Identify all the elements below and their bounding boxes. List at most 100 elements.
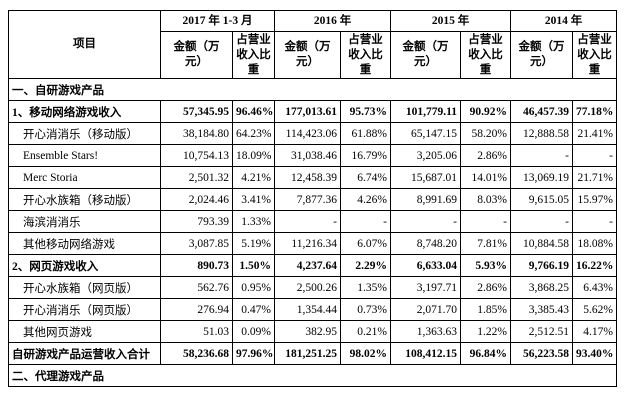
share-cell: 4.21% <box>232 166 275 189</box>
share-cell: 77.18% <box>572 100 617 123</box>
share-cell: 2.86% <box>460 276 511 299</box>
share-cell: 5.93% <box>460 254 511 277</box>
share-cell: 7.81% <box>460 232 511 255</box>
share-cell: 16.79% <box>340 144 391 167</box>
revenue-table: 项目 2017 年 1-3 月 2016 年 2015 年 2014 年金额（万元） 占营… <box>8 10 617 387</box>
share-cell: 18.09% <box>232 144 275 167</box>
share-cell: 4.26% <box>340 188 391 211</box>
amount-cell: 10,884.58 <box>510 232 573 255</box>
share-cell: 18.08% <box>572 232 617 255</box>
table-body: 一、自研游戏产品 1、移动网络游戏收入 57,345.95 96.46% 177,013… <box>8 78 617 387</box>
amount-cell: 15,687.01 <box>390 166 461 189</box>
share-cell: 0.95% <box>232 276 275 299</box>
share-cell: 4.17% <box>572 320 617 343</box>
amount-cell: 65,147.15 <box>390 122 461 145</box>
amount-header-text: 金额（万元） <box>173 41 220 68</box>
amount-cell: 12,888.58 <box>510 122 573 145</box>
share-cell: 2.29% <box>340 254 391 277</box>
amount-cell: 181,251.25 <box>274 342 341 365</box>
amount-cell: 101,779.11 <box>390 100 461 123</box>
data-row: 开心水族箱（移动版） 2,024.46 3.41% 7,877.36 4.26% 8,99… <box>8 188 617 211</box>
share-cell: - <box>340 210 391 233</box>
share-cell: 5.19% <box>232 232 275 255</box>
amount-cell: 3,868.25 <box>510 276 573 299</box>
share-cell: 64.23% <box>232 122 275 145</box>
share-header: 占营业收入比重 <box>460 31 511 79</box>
amount-cell: 3,205.06 <box>390 144 461 167</box>
amount-cell: 2,500.26 <box>274 276 341 299</box>
row-label: 开心消消乐（移动版） <box>8 122 161 145</box>
share-cell: 93.40% <box>572 342 617 365</box>
share-cell: - <box>460 210 511 233</box>
amount-cell: - <box>510 210 573 233</box>
share-header: 占营业收入比重 <box>340 31 391 79</box>
amount-header: 金额（万元） <box>274 31 341 79</box>
share-cell: 0.73% <box>340 298 391 321</box>
row-label: 开心水族箱（移动版） <box>8 188 161 211</box>
amount-cell: 177,013.61 <box>274 100 341 123</box>
amount-cell: 11,216.34 <box>274 232 341 255</box>
period-header: 2016 年 <box>274 10 391 32</box>
amount-cell: - <box>510 144 573 167</box>
amount-cell: 7,877.36 <box>274 188 341 211</box>
section-title: 一、自研游戏产品 <box>8 78 617 101</box>
amount-cell: 12,458.39 <box>274 166 341 189</box>
data-row: 2、网页游戏收入 890.73 1.50% 4,237.64 2.29% 6,633.04… <box>8 254 617 277</box>
share-cell: 0.47% <box>232 298 275 321</box>
share-cell: 0.09% <box>232 320 275 343</box>
amount-header-text: 金额（万元） <box>402 41 449 68</box>
period-header: 2015 年 <box>390 10 511 32</box>
amount-cell: 3,385.43 <box>510 298 573 321</box>
share-cell: 61.88% <box>340 122 391 145</box>
section-row: 二、代理游戏产品 <box>8 364 617 387</box>
amount-header: 金额（万元） <box>160 31 233 79</box>
share-cell: - <box>572 210 617 233</box>
share-cell: 0.21% <box>340 320 391 343</box>
row-label: 其他网页游戏 <box>8 320 161 343</box>
amount-cell: 9,615.05 <box>510 188 573 211</box>
amount-cell: 8,748.20 <box>390 232 461 255</box>
share-cell: 96.46% <box>232 100 275 123</box>
data-row: 开心消消乐（网页版） 276.94 0.47% 1,354.44 0.73% 2,071.… <box>8 298 617 321</box>
share-header: 占营业收入比重 <box>572 31 617 79</box>
share-header: 占营业收入比重 <box>232 31 275 79</box>
share-cell: 1.35% <box>340 276 391 299</box>
share-cell: 95.73% <box>340 100 391 123</box>
share-cell: 6.74% <box>340 166 391 189</box>
share-cell: 96.84% <box>460 342 511 365</box>
amount-cell: 56,223.58 <box>510 342 573 365</box>
amount-cell: 1,354.44 <box>274 298 341 321</box>
share-cell: 14.01% <box>460 166 511 189</box>
row-label: Ensemble Stars! <box>8 144 161 167</box>
row-label: Merc Storia <box>8 166 161 189</box>
share-cell: 90.92% <box>460 100 511 123</box>
share-cell: 3.41% <box>232 188 275 211</box>
section-row: 一、自研游戏产品 <box>8 78 617 101</box>
share-cell: 21.71% <box>572 166 617 189</box>
amount-cell: 9,766.19 <box>510 254 573 277</box>
share-cell: 1.22% <box>460 320 511 343</box>
amount-header-text: 金额（万元） <box>518 41 565 68</box>
share-cell: 15.97% <box>572 188 617 211</box>
amount-cell: 1,363.63 <box>390 320 461 343</box>
data-row: 其他网页游戏 51.03 0.09% 382.95 0.21% 1,363.63 1.22%… <box>8 320 617 343</box>
share-cell: - <box>572 144 617 167</box>
data-row: 开心水族箱（网页版） 562.76 0.95% 2,500.26 1.35% 3,197.… <box>8 276 617 299</box>
row-label: 2、网页游戏收入 <box>8 254 161 277</box>
amount-cell: 13,069.19 <box>510 166 573 189</box>
amount-cell: 2,512.51 <box>510 320 573 343</box>
amount-cell: 562.76 <box>160 276 233 299</box>
row-label: 自研游戏产品运营收入合计 <box>8 342 161 365</box>
section-title: 二、代理游戏产品 <box>8 364 617 387</box>
amount-cell: 114,423.06 <box>274 122 341 145</box>
table-header: 项目 2017 年 1-3 月 2016 年 2015 年 2014 年金额（万元） 占营… <box>8 10 617 79</box>
share-cell: 6.07% <box>340 232 391 255</box>
row-label: 海滨消消乐 <box>8 210 161 233</box>
data-row: 开心消消乐（移动版） 38,184.80 64.23% 114,423.06 61.88… <box>8 122 617 145</box>
amount-cell: 31,038.46 <box>274 144 341 167</box>
share-cell: 2.86% <box>460 144 511 167</box>
period-header: 2014 年 <box>510 10 617 32</box>
share-cell: 1.50% <box>232 254 275 277</box>
amount-cell: 4,237.64 <box>274 254 341 277</box>
